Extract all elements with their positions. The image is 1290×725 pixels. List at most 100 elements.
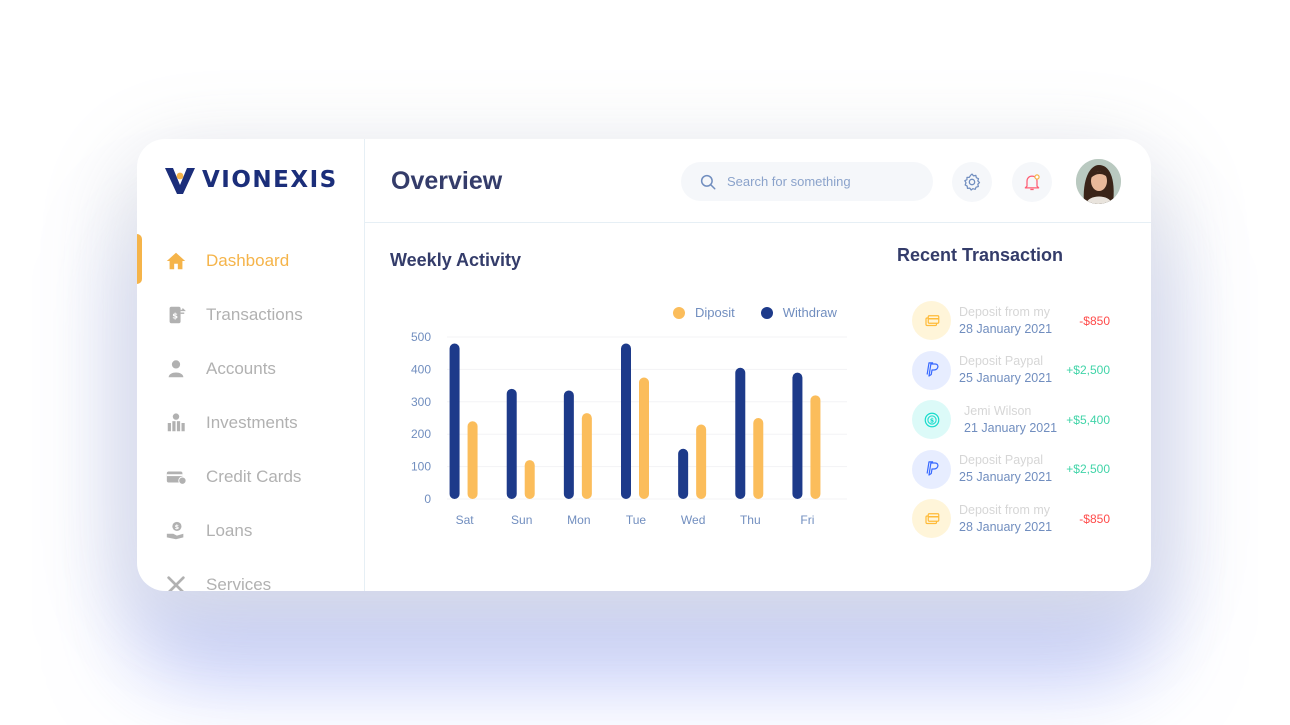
user-icon bbox=[165, 358, 187, 380]
dollar-coin-icon: $ bbox=[912, 400, 951, 440]
top-header: Overview bbox=[365, 139, 1151, 223]
search-bar[interactable] bbox=[681, 162, 933, 201]
svg-text:$: $ bbox=[175, 523, 180, 531]
transaction-date: 21 January 2021 bbox=[964, 420, 1058, 435]
transaction-row[interactable]: Deposit Paypal 25 January 2021 +$2,500 bbox=[912, 445, 1132, 495]
withdraw-bar[interactable] bbox=[735, 367, 746, 499]
transaction-row[interactable]: Deposit from my 28 January 2021 -$850 bbox=[912, 494, 1132, 544]
transaction-row[interactable]: Deposit from my 28 January 2021 -$850 bbox=[912, 296, 1132, 346]
x-tick-label: Tue bbox=[626, 513, 647, 527]
y-tick-label: 0 bbox=[424, 492, 431, 506]
deposit-bar[interactable] bbox=[810, 395, 821, 499]
transaction-date: 25 January 2021 bbox=[959, 470, 1053, 485]
withdraw-bar[interactable] bbox=[792, 372, 803, 499]
transaction-title: Deposit from my bbox=[959, 304, 1050, 319]
sidebar-item-services[interactable]: Services bbox=[137, 558, 365, 591]
svg-text:$: $ bbox=[172, 311, 178, 321]
x-tick-label: Thu bbox=[740, 513, 761, 527]
search-icon bbox=[700, 174, 716, 189]
sidebar-item-loans[interactable]: $ Loans bbox=[137, 504, 365, 558]
sidebar-item-credit-cards[interactable]: Credit Cards bbox=[137, 450, 365, 504]
transaction-date: 28 January 2021 bbox=[959, 321, 1053, 336]
app-window: VIONEXIS Dashboard $ Transactions A bbox=[137, 139, 1151, 591]
transaction-amount: +$2,500 bbox=[1066, 462, 1110, 477]
transaction-title: Jemi Wilson bbox=[964, 403, 1032, 418]
logo-icon bbox=[165, 168, 195, 194]
deposit-bar[interactable] bbox=[753, 418, 764, 499]
y-tick-label: 500 bbox=[411, 330, 431, 344]
sidebar-item-accounts[interactable]: Accounts bbox=[137, 342, 365, 396]
services-icon bbox=[165, 574, 187, 591]
transaction-row[interactable]: $ Jemi Wilson 21 January 2021 +$5,400 bbox=[912, 395, 1132, 445]
legend-swatch-withdraw bbox=[760, 306, 773, 319]
withdraw-bar[interactable] bbox=[449, 343, 460, 499]
transaction-title: Deposit Paypal bbox=[959, 453, 1044, 468]
bell-icon bbox=[1024, 174, 1040, 191]
transaction-text: Deposit Paypal 25 January 2021 bbox=[959, 353, 1069, 387]
sidebar-item-label: Dashboard bbox=[206, 251, 290, 270]
settings-button[interactable] bbox=[952, 162, 992, 202]
legend-label-deposit: Diposit bbox=[695, 305, 735, 320]
deposit-bar[interactable] bbox=[696, 424, 707, 499]
loan-icon: $ bbox=[165, 520, 187, 542]
sidebar-item-label: Credit Cards bbox=[206, 467, 302, 486]
transaction-amount: -$850 bbox=[1079, 313, 1110, 328]
sidebar-item-label: Investments bbox=[206, 413, 298, 432]
transfer-icon: $ bbox=[165, 304, 187, 326]
search-input[interactable] bbox=[727, 174, 917, 189]
credit-card-icon bbox=[165, 466, 187, 488]
chart-legend: Diposit Withdraw bbox=[673, 305, 863, 320]
avatar[interactable] bbox=[1076, 159, 1121, 204]
transaction-list: Deposit from my 28 January 2021 -$850 De… bbox=[912, 296, 1132, 544]
legend-item-deposit: Diposit bbox=[673, 305, 735, 320]
paypal-icon bbox=[912, 449, 951, 489]
sidebar: VIONEXIS Dashboard $ Transactions A bbox=[137, 139, 365, 591]
sidebar-nav: Dashboard $ Transactions Accounts Invest… bbox=[137, 234, 365, 591]
transaction-date: 25 January 2021 bbox=[959, 371, 1053, 386]
profile-photo bbox=[1076, 159, 1121, 204]
withdraw-bar[interactable] bbox=[506, 388, 517, 499]
card-icon bbox=[912, 301, 951, 341]
y-tick-label: 300 bbox=[411, 395, 431, 409]
transaction-title: Deposit from my bbox=[959, 502, 1050, 517]
x-tick-label: Mon bbox=[567, 513, 590, 527]
legend-label-withdraw: Withdraw bbox=[782, 305, 837, 320]
active-indicator bbox=[137, 234, 142, 284]
withdraw-bar[interactable] bbox=[563, 390, 574, 499]
x-tick-label: Sat bbox=[456, 513, 475, 527]
deposit-bar[interactable] bbox=[524, 460, 535, 499]
transaction-amount: +$2,500 bbox=[1066, 363, 1110, 378]
deposit-bar[interactable] bbox=[467, 421, 478, 499]
deposit-bar[interactable] bbox=[639, 377, 649, 500]
notifications-button[interactable] bbox=[1012, 162, 1052, 202]
legend-swatch-deposit bbox=[673, 306, 685, 319]
y-tick-label: 400 bbox=[411, 362, 431, 376]
transaction-amount: +$5,400 bbox=[1066, 412, 1110, 427]
transaction-text: Deposit from my 28 January 2021 bbox=[959, 502, 1069, 536]
sidebar-item-label: Accounts bbox=[206, 359, 276, 378]
withdraw-bar[interactable] bbox=[621, 343, 631, 499]
transaction-title: Deposit Paypal bbox=[959, 354, 1044, 369]
transaction-text: Jemi Wilson 21 January 2021 bbox=[964, 403, 1074, 437]
sidebar-item-investments[interactable]: Investments bbox=[137, 396, 365, 450]
sidebar-item-transactions[interactable]: $ Transactions bbox=[137, 288, 365, 342]
sidebar-item-label: Services bbox=[206, 575, 272, 591]
y-tick-label: 200 bbox=[411, 427, 431, 441]
sidebar-item-label: Transactions bbox=[206, 305, 303, 324]
brand-logo[interactable]: VIONEXIS bbox=[163, 163, 338, 197]
sidebar-item-dashboard[interactable]: Dashboard bbox=[137, 234, 365, 288]
page-title: Overview bbox=[391, 167, 503, 195]
transaction-text: Deposit from my 28 January 2021 bbox=[959, 304, 1069, 338]
transaction-date: 28 January 2021 bbox=[959, 519, 1053, 534]
weekly-activity-title: Weekly Activity bbox=[390, 250, 522, 270]
x-tick-label: Fri bbox=[800, 513, 814, 527]
transaction-row[interactable]: Deposit Paypal 25 January 2021 +$2,500 bbox=[912, 346, 1132, 396]
transaction-amount: -$850 bbox=[1079, 511, 1110, 526]
paypal-icon bbox=[912, 350, 951, 390]
x-tick-label: Sun bbox=[511, 513, 532, 527]
withdraw-bar[interactable] bbox=[678, 448, 689, 499]
y-tick-label: 100 bbox=[411, 460, 431, 474]
x-tick-label: Wed bbox=[681, 513, 705, 527]
deposit-bar[interactable] bbox=[581, 413, 592, 499]
svg-text:$: $ bbox=[929, 417, 933, 424]
